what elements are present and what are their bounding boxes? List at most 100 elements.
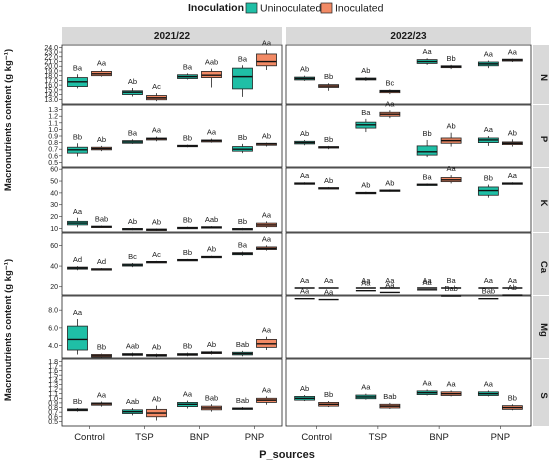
significance-label: Ab: [152, 217, 161, 226]
y-tick-label: 0.5: [48, 160, 58, 167]
y-tick-label: 60: [50, 243, 58, 250]
panel-frame: [285, 295, 532, 359]
y-tick-label: 40: [50, 264, 58, 271]
y-tick-label: 20: [50, 284, 58, 291]
significance-label: Aa: [73, 308, 83, 317]
x-tick-label: Control: [74, 432, 105, 443]
column-strip: [286, 27, 531, 44]
y-tick-label: 10: [50, 226, 58, 233]
significance-label: Bb: [508, 393, 517, 402]
significance-label: Bab: [236, 396, 249, 405]
y-tick-label: 1.7: [48, 363, 58, 370]
significance-label: Ab: [300, 65, 309, 74]
legend-label-inoculated: Inoculated: [335, 3, 384, 15]
row-strip: [533, 359, 549, 426]
y-axis-title-bottom: Macronutrients content (g kg⁻¹): [3, 259, 14, 401]
y-tick-label: 15.0: [44, 87, 58, 94]
significance-label: Ab: [128, 77, 137, 86]
significance-label: Ba: [447, 276, 457, 285]
y-tick-label: 21.0: [44, 59, 58, 66]
panel-K-1: Aa Ab Ab Ab Ba Aa Bb Aa: [285, 164, 532, 233]
significance-label: Aa: [300, 276, 310, 285]
column-strip: [62, 27, 282, 44]
significance-label: Bab: [444, 284, 457, 293]
significance-label: Bc: [385, 78, 394, 87]
panel-N-0: Ba Aa Ab Ac Ba Aab Ba Aa: [61, 39, 283, 105]
panel-Ca-1: [285, 232, 532, 296]
panel-S-0: Bb Aa Aab Ab Aa Bab Bab Aa: [61, 358, 283, 427]
row-strip: [533, 168, 549, 232]
legend-label-uninoculated: Uninoculated: [260, 3, 321, 15]
significance-label: Aa: [385, 276, 395, 285]
y-tick-label: 1.3: [48, 382, 58, 389]
significance-label: Ab: [152, 395, 161, 404]
significance-label: Aa: [300, 287, 310, 296]
significance-label: Ac: [152, 250, 161, 259]
significance-label: Aa: [385, 99, 395, 108]
y-tick-label: 1.8: [48, 359, 58, 366]
row-strip: [533, 105, 549, 167]
panel-frame: [285, 44, 532, 105]
significance-label: Ab: [361, 66, 370, 75]
y-tick-label: 1.0: [48, 396, 58, 403]
significance-label: Bab: [205, 393, 218, 402]
x-tick-label: PNP: [491, 432, 511, 443]
significance-label: Aa: [447, 164, 457, 173]
y-tick-label: 16.0: [44, 83, 58, 90]
y-tick-label: 1.6: [48, 368, 58, 375]
x-tick-label: Control: [301, 432, 332, 443]
significance-label: Aab: [126, 397, 139, 406]
axes: 13.014.015.016.017.018.019.020.021.022.0…: [44, 45, 510, 443]
y-tick-label: 40: [50, 190, 58, 197]
y-tick-label: 1.3: [48, 107, 58, 114]
significance-label: Bb: [97, 343, 106, 352]
significance-label: Ab: [207, 245, 216, 254]
significance-label: Aa: [423, 278, 433, 287]
significance-label: Aa: [73, 207, 83, 216]
significance-label: Ab: [152, 343, 161, 352]
row-strip: [533, 233, 549, 295]
significance-label: Aa: [262, 385, 272, 394]
y-tick-label: 14.0: [44, 92, 58, 99]
significance-label: Bb: [423, 129, 432, 138]
panel-frame: [61, 104, 283, 168]
significance-label: Bab: [236, 340, 249, 349]
significance-label: Ab: [361, 181, 370, 190]
significance-label: Bab: [383, 392, 396, 401]
x-axis-title: P_sources: [259, 449, 315, 461]
significance-label: Aa: [97, 391, 107, 400]
y-tick-label: 6.0: [48, 325, 58, 332]
significance-label: Aa: [152, 126, 162, 135]
y-tick-label: 4.0: [48, 343, 58, 350]
significance-label: Aa: [262, 234, 272, 243]
significance-label: Ba: [361, 108, 371, 117]
column-strips: 2021/22 2022/23 N P K Ca Mg S: [62, 27, 549, 426]
y-tick-label: 0.7: [48, 147, 58, 154]
x-tick-label: BNP: [429, 432, 449, 443]
significance-label: Ab: [447, 122, 456, 131]
significance-label: Aa: [361, 279, 371, 288]
significance-label: Bb: [183, 134, 192, 143]
column-strip-label: 2022/23: [390, 31, 427, 42]
significance-label: Bb: [73, 397, 82, 406]
y-tick-label: 18.0: [44, 73, 58, 80]
y-tick-label: 8.0: [48, 308, 58, 315]
significance-label: Aa: [324, 288, 334, 297]
box: [201, 71, 222, 78]
panel-K-0: Aa Bab Ab Ab Bb Aab Bb Aa: [61, 167, 283, 233]
significance-label: Ab: [300, 384, 309, 393]
significance-label: Bb: [183, 216, 192, 225]
panel-P-1: Ab Bb Ba Aa Bb Ab Aa Ab: [285, 99, 532, 168]
significance-label: Ac: [152, 82, 161, 91]
y-axis-title-top: Macronutrients content (g kg⁻¹): [3, 49, 14, 191]
y-tick-label: 0.8: [48, 405, 58, 412]
row-strip-label: P: [538, 136, 549, 143]
significance-label: Bb: [73, 132, 82, 141]
significance-label: Ab: [385, 178, 394, 187]
significance-label: Aa: [484, 276, 494, 285]
significance-label: Bb: [484, 174, 493, 183]
legend-title: Inoculation: [188, 2, 244, 14]
significance-label: Bb: [183, 248, 192, 257]
y-tick-label: 22.0: [44, 54, 58, 61]
